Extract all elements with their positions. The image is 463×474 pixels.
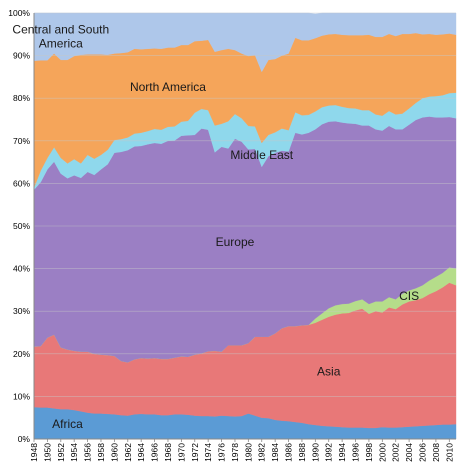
- plot-areas: [33, 12, 457, 440]
- area-label-europe: Europe: [216, 235, 255, 249]
- x-tick-label: 1988: [297, 443, 307, 462]
- y-tick-label: 60%: [13, 178, 30, 188]
- x-tick-label: 1964: [136, 443, 146, 462]
- x-tick-label: 1970: [176, 443, 186, 462]
- y-tick-label: 50%: [13, 221, 30, 231]
- x-tick-label: 1984: [270, 443, 280, 462]
- area-label-central-and-south-america: Central and South: [12, 22, 109, 36]
- x-tick-label: 1972: [190, 443, 200, 462]
- x-tick-label: 1950: [42, 443, 52, 462]
- y-tick-label: 70%: [13, 136, 30, 146]
- x-tick-label: 1990: [310, 443, 320, 462]
- area-label-africa: Africa: [52, 417, 83, 431]
- area-label-central-and-south-america: America: [39, 36, 83, 50]
- y-tick-label: 40%: [13, 264, 30, 274]
- y-tick-label: 10%: [13, 391, 30, 401]
- axes: [33, 13, 456, 440]
- x-tick-label: 1948: [29, 443, 39, 462]
- x-tick-label: 1986: [284, 443, 294, 462]
- x-tick-label: 2008: [431, 443, 441, 462]
- x-tick-label: 1996: [351, 443, 361, 462]
- x-tick-label: 1956: [83, 443, 93, 462]
- y-tick-label: 0%: [18, 434, 31, 444]
- x-tick-label: 1954: [69, 443, 79, 462]
- area-label-cis: CIS: [399, 289, 419, 303]
- x-tick-label: 1958: [96, 443, 106, 462]
- x-tick-label: 1994: [337, 443, 347, 462]
- y-tick-label: 90%: [13, 51, 30, 61]
- x-tick-label: 2002: [391, 443, 401, 462]
- x-tick-label: 1992: [324, 443, 334, 462]
- x-tick-label: 2000: [377, 443, 387, 462]
- area-label-middle-east: Middle East: [230, 148, 293, 162]
- x-tick-label: 1952: [56, 443, 66, 462]
- y-axis-tick-labels: 0% 10% 20% 30% 40% 50% 60% 70% 80% 90% 100%: [8, 8, 30, 444]
- y-tick-label: 80%: [13, 93, 30, 103]
- x-tick-label: 1998: [364, 443, 374, 462]
- x-tick-label: 1966: [150, 443, 160, 462]
- area-label-asia: Asia: [317, 364, 341, 378]
- y-tick-label: 30%: [13, 306, 30, 316]
- x-tick-label: 2010: [444, 443, 454, 462]
- x-tick-label: 1962: [123, 443, 133, 462]
- x-tick-label: 2006: [418, 443, 428, 462]
- y-tick-label: 20%: [13, 349, 30, 359]
- x-tick-label: 2004: [404, 443, 414, 462]
- x-tick-label: 1976: [217, 443, 227, 462]
- x-tick-label: 1974: [203, 443, 213, 462]
- x-tick-label: 1980: [243, 443, 253, 462]
- x-tick-label: 1960: [109, 443, 119, 462]
- x-tick-label: 1978: [230, 443, 240, 462]
- x-tick-label: 1968: [163, 443, 173, 462]
- x-axis-tick-labels: 1948 1950 1952 1954 1956 1958 1960 1962 1964 1966…: [29, 439, 454, 462]
- y-tick-label: 100%: [8, 8, 30, 18]
- x-tick-label: 1982: [257, 443, 267, 462]
- area-label-north-america: North America: [130, 80, 206, 94]
